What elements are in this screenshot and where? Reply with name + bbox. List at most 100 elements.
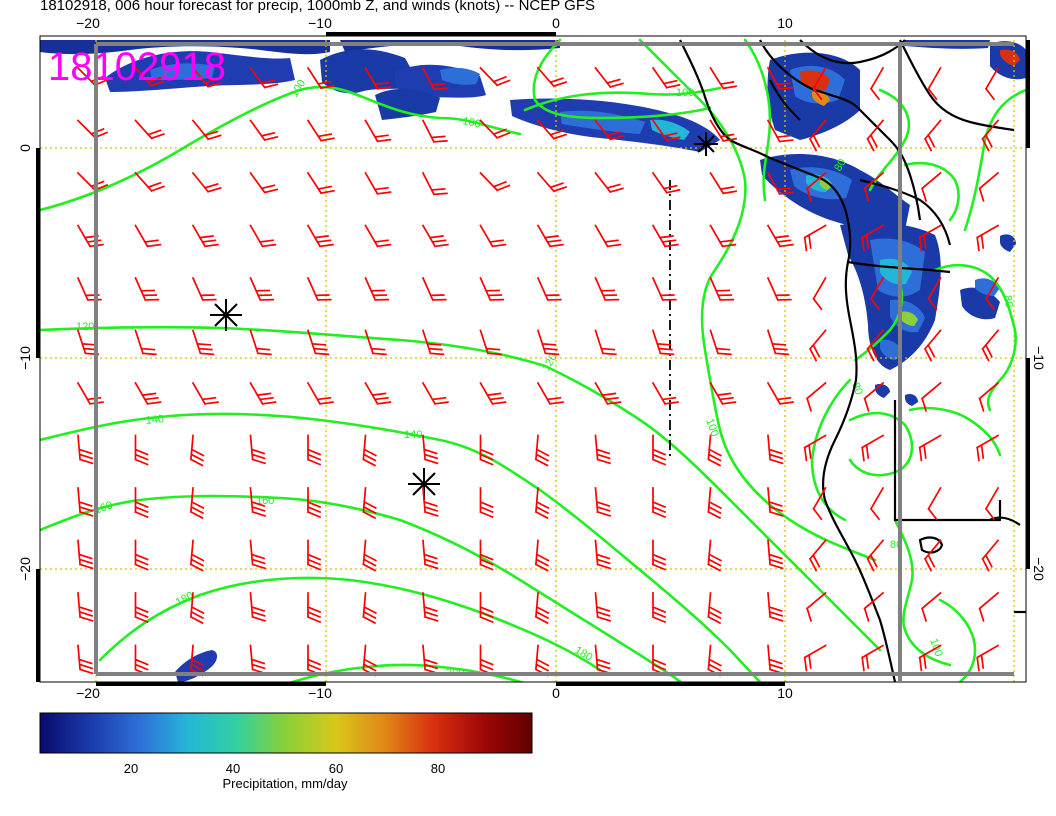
wind-barb [709,119,738,143]
wind-barb [978,171,1000,202]
wind-barb [422,539,439,570]
wind-barb [766,381,794,405]
wind-barb [306,487,322,519]
wind-barb [812,66,827,101]
contour-label: 140 [404,429,422,441]
wind-barb [920,171,942,202]
wind-barb [805,381,827,412]
wind-barb [927,66,942,101]
wind-barb [766,224,794,248]
wind-barb [536,224,564,248]
lon-tick-top: 0 [552,15,560,31]
wind-barb [189,539,205,572]
wind-barb [134,539,149,571]
wind-barb [134,276,160,302]
wind-barb [594,224,622,248]
wind-barb [77,539,94,570]
wind-barb [594,592,612,622]
wind-barb [191,329,215,356]
wind-barb [421,224,449,248]
wind-barb [651,276,677,302]
wind-barb [594,381,622,405]
lat-tick-left: −10 [17,346,33,370]
colorbar-tick: 20 [124,761,138,776]
wind-barb [249,171,279,194]
wind-barb [766,119,794,143]
lon-tick-bottom: 10 [777,685,793,701]
wind-barb [249,434,267,465]
map-title: 18102918, 006 hour forecast for precip, … [40,0,595,14]
contour-label: 100 [703,417,721,438]
contour-label: 80 [832,157,849,174]
wind-barb [709,381,737,405]
wind-barb [362,539,377,572]
wind-barb [534,434,550,467]
wind-barb [808,119,827,152]
wind-barb [536,171,568,193]
wind-barb [306,224,334,248]
pressure-center-marker [408,468,440,500]
wind-barb [767,539,784,570]
wind-barb [594,329,617,356]
contour-label: 160 [256,495,274,507]
wind-barb [861,644,885,672]
wind-barb [422,434,439,465]
wind-barb [651,539,667,571]
wind-barb [707,539,722,572]
wind-barb [651,224,679,248]
wind-barb [306,592,322,624]
wind-barb [479,329,502,356]
wind-barb [920,381,942,412]
wind-barb [803,224,827,252]
wind-barb [364,224,392,248]
wind-barb [709,329,732,356]
axes: −20 −10 0 10 −20 −10 0 10 0 −10 −20 −10 … [17,15,1047,701]
wind-barb [421,171,448,196]
wind-barb [534,539,550,572]
wind-barb [594,487,612,517]
wind-barb [927,486,942,521]
wind-barb [189,487,205,520]
wind-barb [651,381,679,405]
wind-barb [812,276,827,311]
wind-barb [479,487,494,519]
wind-barb [191,224,219,248]
wind-barb [77,434,94,465]
wind-barb [866,119,885,152]
wind-barb [536,381,564,405]
wind-barb [709,224,737,248]
wind-barb [707,434,722,467]
wind-barb [249,592,267,622]
wind-barb [77,592,94,622]
wind-barb [594,119,624,141]
geopotential-contours [40,38,1026,682]
wind-barb [927,276,942,311]
lon-tick-bottom: −10 [308,685,332,701]
wind-barb [981,119,1000,152]
wind-barb [479,592,494,624]
wind-barb [536,66,568,88]
wind-barb [920,591,942,622]
wind-barb [984,486,1000,521]
wind-barb [422,487,439,517]
wind-barb [923,119,942,152]
lon-tick-top: −20 [76,15,100,31]
wind-barb [709,66,738,90]
wind-barb [364,66,392,90]
lat-tick-right: −10 [1031,346,1047,370]
wind-barb [479,381,507,405]
wind-barb [534,487,550,520]
wind-barb [134,434,149,466]
wind-barb [766,171,794,196]
wind-barb [978,591,1000,622]
wind-barb [923,329,942,362]
lon-tick-top: 10 [777,15,793,31]
wind-barb [866,329,885,362]
wind-barb [479,434,494,466]
wind-barb [306,381,334,405]
contour-label: 120 [76,321,94,333]
lon-tick-bottom: −20 [76,685,100,701]
wind-barb [869,486,885,521]
wind-barb [651,592,667,624]
wind-barb [918,224,942,252]
